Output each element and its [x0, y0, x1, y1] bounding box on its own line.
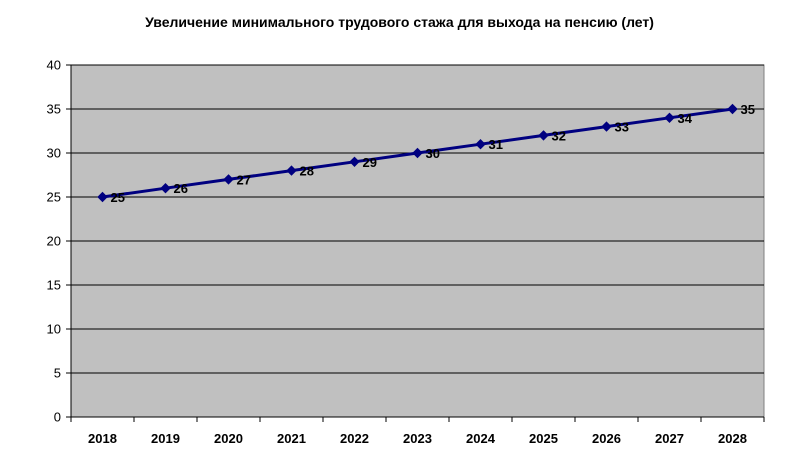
x-tick-label: 2022: [340, 431, 369, 446]
data-label: 25: [111, 190, 125, 205]
y-tick-label: 40: [47, 58, 61, 73]
x-tick-label: 2021: [277, 431, 306, 446]
data-label: 34: [678, 111, 693, 126]
data-label: 31: [489, 137, 503, 152]
y-tick-label: 0: [54, 410, 61, 425]
x-tick-label: 2027: [655, 431, 684, 446]
data-point-marker: [412, 147, 423, 159]
x-tick-label: 2020: [214, 431, 243, 446]
data-label: 33: [615, 120, 629, 135]
data-point-marker: [538, 130, 549, 141]
data-point-marker: [601, 121, 612, 132]
data-point-marker: [223, 174, 234, 185]
data-labels: 25 26 27 28 29 30 31 32 33 34 35: [111, 102, 755, 205]
x-tick-label: 2024: [466, 431, 496, 446]
x-tick-label: 2028: [718, 431, 747, 446]
data-label: 28: [300, 164, 314, 179]
x-tick-label: 2023: [403, 431, 432, 446]
x-tick-label: 2019: [151, 431, 180, 446]
y-tick-label: 30: [47, 146, 61, 161]
data-point-marker: [97, 191, 108, 203]
data-point-marker: [475, 138, 486, 150]
data-label: 27: [237, 172, 251, 187]
gridlines: [71, 64, 764, 374]
data-point-marker: [727, 103, 738, 115]
data-label: 32: [552, 128, 566, 143]
y-tick-label: 5: [54, 366, 61, 381]
data-point-marker: [286, 165, 297, 176]
data-point-marker: [664, 112, 675, 124]
data-label: 26: [174, 181, 188, 196]
x-tick-label: 2018: [88, 431, 117, 446]
data-point-marker: [349, 156, 360, 168]
x-tick-label: 2026: [592, 431, 621, 446]
chart-title: Увеличение минимального трудового стажа …: [145, 14, 654, 30]
data-label: 29: [363, 155, 377, 170]
y-tick-label: 10: [47, 322, 61, 337]
y-tick-label: 25: [47, 190, 61, 205]
data-point-marker: [160, 182, 171, 194]
y-tick-label: 35: [47, 102, 61, 117]
data-label: 35: [741, 102, 755, 117]
y-tick-label: 15: [47, 278, 61, 293]
data-series: [97, 103, 738, 203]
data-label: 30: [426, 146, 440, 161]
y-tick-label: 20: [47, 234, 61, 249]
x-tick-label: 2025: [529, 431, 558, 446]
